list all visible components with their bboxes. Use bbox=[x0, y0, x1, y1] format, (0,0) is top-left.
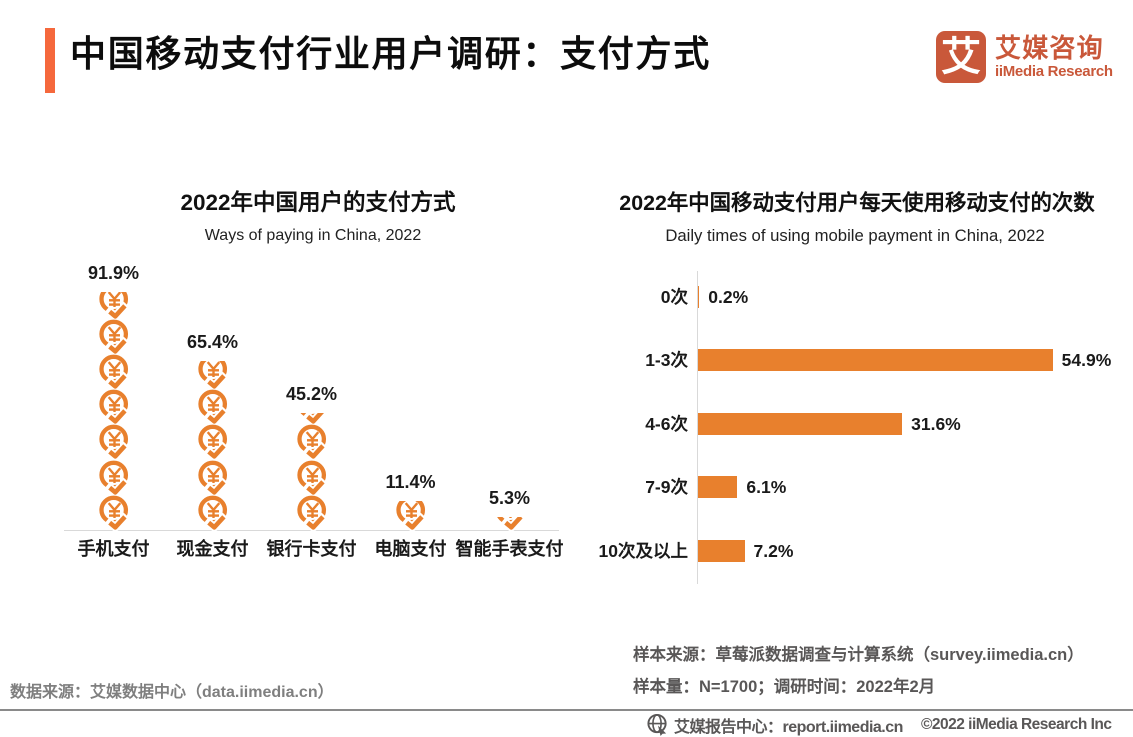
bar-category-label: 4-6次 bbox=[645, 413, 688, 434]
bar-category-label: 7-9次 bbox=[645, 477, 688, 497]
yuan-coin-check-icon bbox=[197, 361, 229, 391]
pictogram-category-label: 手机支付 bbox=[77, 539, 150, 559]
right-chart-y-axis bbox=[697, 271, 698, 584]
pictogram-category-label: 智能手表支付 bbox=[455, 539, 564, 559]
yuan-coin-check-icon bbox=[98, 495, 130, 531]
bar bbox=[698, 285, 700, 308]
bar-value-label: 7.2% bbox=[753, 540, 794, 561]
yuan-coin-check-icon bbox=[494, 517, 526, 531]
yuan-coin-check-icon bbox=[98, 292, 130, 321]
pictogram-stack bbox=[197, 361, 229, 531]
pictogram-value-label: 91.9% bbox=[87, 263, 140, 283]
bar-value-label: 31.6% bbox=[911, 413, 961, 434]
bar bbox=[698, 349, 1053, 371]
yuan-coin-check-icon bbox=[98, 389, 130, 426]
yuan-coin-check-icon bbox=[296, 413, 327, 426]
left-chart-subtitle: Ways of paying in China, 2022 bbox=[204, 227, 422, 244]
bar-value-label: 6.1% bbox=[746, 477, 787, 497]
report-center-text: 艾媒报告中心：report.iimedia.cn bbox=[674, 718, 903, 736]
yuan-coin-check-icon bbox=[197, 495, 229, 531]
footer-bar: 艾媒报告中心：report.iimedia.cn ©2022 iiMedia R… bbox=[646, 712, 1112, 737]
yuan-coin-check-icon bbox=[197, 460, 229, 497]
right-chart-title: 2022年中国移动支付用户每天使用移动支付的次数 bbox=[619, 191, 1095, 215]
pictogram-value-label: 11.4% bbox=[385, 472, 436, 492]
title-accent-bar bbox=[45, 28, 55, 93]
yuan-coin-check-icon bbox=[197, 424, 229, 461]
sample-size-note: 样本量：N=1700；调研时间：2022年2月 bbox=[633, 678, 936, 696]
bar bbox=[698, 476, 738, 498]
iimedia-logo-icon: 艾 bbox=[936, 31, 986, 83]
bar-value-label: 0.2% bbox=[708, 286, 749, 307]
pictogram-stack bbox=[98, 292, 130, 531]
sample-notes: 样本来源：草莓派数据调查与计算系统（survey.iimedia.cn） 样本量… bbox=[633, 639, 1084, 703]
yuan-coin-check-icon bbox=[98, 460, 130, 497]
pictogram-category-label: 电脑支付 bbox=[374, 539, 447, 559]
bar bbox=[698, 412, 903, 435]
yuan-coin-check-icon bbox=[296, 424, 328, 461]
page-title: 中国移动支付行业用户调研：支付方式 bbox=[70, 33, 711, 74]
right-chart-subtitle: Daily times of using mobile payment in C… bbox=[665, 226, 1045, 245]
pictogram-stack bbox=[395, 501, 427, 531]
left-chart-title: 2022年中国用户的支付方式 bbox=[180, 190, 456, 215]
bar-value-label: 54.9% bbox=[1061, 350, 1112, 370]
pictogram-stack bbox=[296, 413, 328, 531]
iimedia-logo: 艾 艾媒咨询 iiMedia Research bbox=[936, 31, 1113, 83]
yuan-coin-check-icon bbox=[98, 354, 130, 391]
footer-divider bbox=[0, 709, 1133, 711]
yuan-coin-check-icon bbox=[296, 495, 328, 531]
yuan-coin-check-icon bbox=[98, 319, 130, 356]
data-source-note: 数据来源：艾媒数据中心（data.iimedia.cn） bbox=[10, 684, 334, 701]
yuan-coin-check-icon bbox=[98, 424, 130, 461]
globe-cursor-icon bbox=[647, 713, 667, 736]
logo-name-en: iiMedia Research bbox=[995, 63, 1113, 80]
copyright-text: ©2022 iiMedia Research Inc bbox=[920, 715, 1112, 733]
logo-name-cn: 艾媒咨询 bbox=[995, 33, 1104, 63]
yuan-coin-check-icon bbox=[395, 501, 427, 531]
pictogram-stack bbox=[494, 517, 526, 531]
pictogram-category-label: 银行卡支付 bbox=[266, 539, 357, 559]
bar-category-label: 10次及以上 bbox=[598, 540, 688, 561]
sample-source-note: 样本来源：草莓派数据调查与计算系统（survey.iimedia.cn） bbox=[633, 646, 1084, 664]
pictogram-value-label: 5.3% bbox=[488, 488, 531, 508]
pictogram-value-label: 45.2% bbox=[285, 384, 338, 404]
bar-category-label: 0次 bbox=[660, 286, 688, 307]
yuan-coin-check-icon bbox=[197, 389, 229, 426]
pictogram-category-label: 现金支付 bbox=[176, 539, 249, 559]
pictogram-value-label: 65.4% bbox=[186, 332, 239, 352]
bar bbox=[698, 539, 745, 562]
yuan-coin-check-icon bbox=[296, 460, 328, 497]
bar-category-label: 1-3次 bbox=[645, 350, 688, 370]
